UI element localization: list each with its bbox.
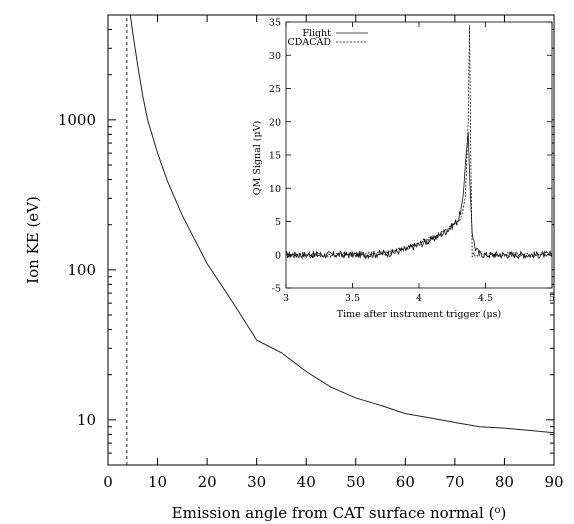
inset-y-tick-label: -5 [272, 284, 281, 295]
inset-y-tick-label: 0 [275, 250, 281, 261]
main-x-tick-label: 90 [544, 473, 563, 491]
inset-y-tick-label: 35 [269, 18, 281, 29]
inset-x-tick-label: 4.5 [478, 293, 493, 304]
legend-label-0: Flight [302, 28, 331, 39]
main-x-tick-label: 80 [495, 473, 514, 491]
main-x-tick-label: 30 [247, 473, 266, 491]
inset-series-line-1 [285, 25, 553, 259]
inset-series [285, 25, 553, 260]
inset-x-tick-label: 3.5 [345, 293, 360, 304]
main-x-tick-label: 50 [346, 473, 365, 491]
main-y-axis-label: Ion KE (eV) [24, 196, 42, 284]
main-x-axis-label-close: ) [500, 504, 506, 522]
inset-y-tick-label: 20 [269, 117, 281, 128]
inset-y-axis-label: QM Signal (μV) [252, 121, 263, 195]
main-x-axis-label-degree: o [494, 505, 500, 516]
main-x-ticks: 0 10 20 30 40 50 60 70 80 90 [103, 15, 564, 491]
legend-label-1: CDACAD [288, 37, 332, 48]
inset-chart: 3 3.5 4 4.5 5 -5 0 5 10 15 20 25 30 35 Time after in… [252, 18, 555, 321]
main-y-tick-label: 100 [67, 261, 96, 279]
inset-y-tick-label: 10 [269, 184, 281, 195]
inset-y-tick-label: 25 [269, 84, 281, 95]
main-x-axis-label-text: Emission angle from CAT surface normal ( [172, 504, 495, 522]
main-y-tick-label: 10 [77, 411, 96, 429]
inset-x-ticks: 3 3.5 4 4.5 5 [283, 22, 555, 304]
inset-x-tick-label: 3 [283, 293, 289, 304]
inset-plot-background [286, 22, 552, 288]
main-x-tick-label: 40 [297, 473, 316, 491]
main-x-axis-label: Emission angle from CAT surface normal (… [172, 504, 507, 522]
inset-x-tick-label: 5 [549, 293, 555, 304]
main-x-tick-label: 10 [148, 473, 167, 491]
inset-y-tick-label: 15 [269, 151, 281, 162]
main-plot-frame [107, 14, 555, 466]
main-y-tick-label: 1000 [58, 111, 96, 129]
inset-series-line-0 [285, 131, 553, 260]
inset-x-tick-label: 4 [416, 293, 422, 304]
main-x-tick-label: 20 [198, 473, 217, 491]
main-x-tick-label: 70 [445, 473, 464, 491]
main-x-tick-label: 60 [396, 473, 415, 491]
inset-y-tick-label: 30 [269, 51, 281, 62]
main-x-tick-label: 0 [103, 473, 113, 491]
inset-x-axis-label: Time after instrument trigger (μs) [337, 309, 502, 320]
main-series-line-0 [129, 14, 555, 434]
inset-y-tick-label: 5 [275, 217, 281, 228]
main-series [126, 14, 555, 465]
